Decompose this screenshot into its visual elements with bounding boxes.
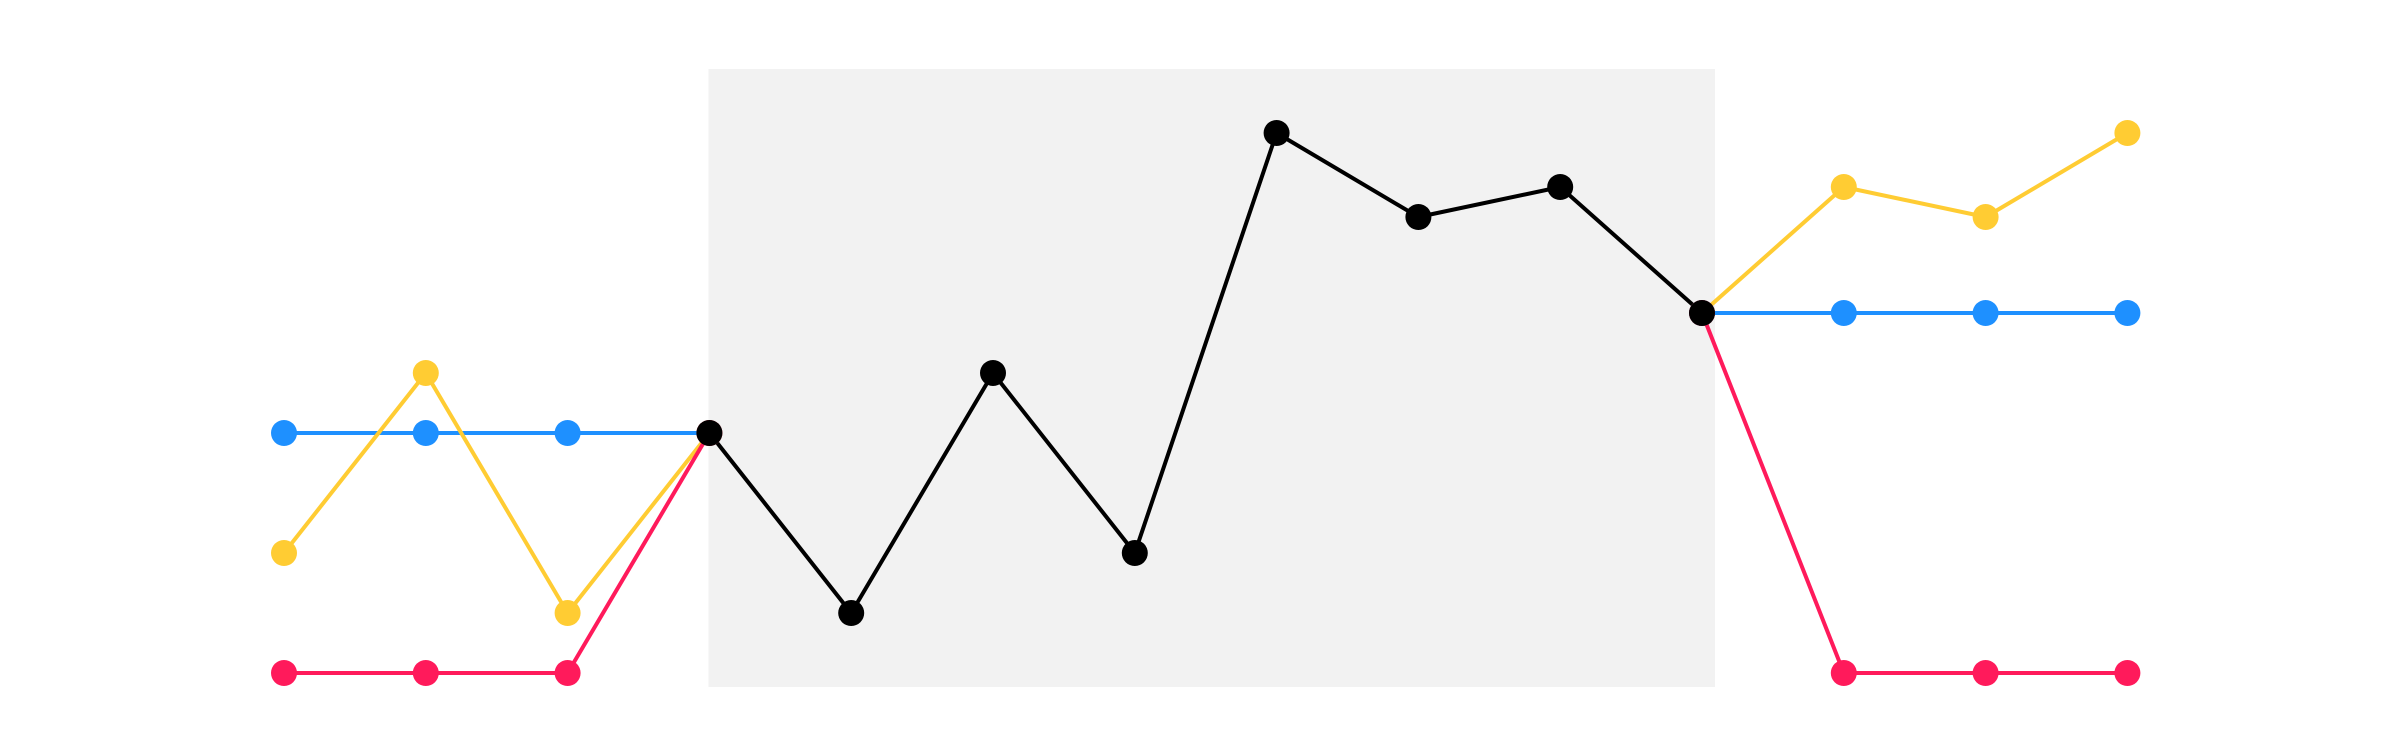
series-line-1 — [282, 371, 711, 615]
data-point-s1-0 — [271, 540, 297, 566]
data-point-s2-1 — [412, 660, 439, 686]
series-line-3 — [707, 131, 1704, 615]
data-point-s6-3 — [2114, 660, 2141, 686]
data-point-s0-1 — [412, 420, 439, 446]
data-point-s5-3 — [2114, 300, 2141, 326]
series-line-4 — [1700, 131, 2129, 315]
data-point-s6-2 — [1972, 660, 1999, 686]
data-point-s1-2 — [554, 600, 581, 626]
data-point-s3-5 — [1405, 204, 1432, 230]
data-point-s3-0 — [696, 420, 723, 446]
series-line-2 — [284, 431, 712, 675]
data-point-s5-1 — [1830, 300, 1857, 326]
data-point-s3-2 — [980, 360, 1006, 386]
series-line-6 — [1700, 312, 2128, 675]
data-point-s3-4 — [1263, 120, 1290, 146]
data-point-s4-3 — [2114, 120, 2141, 146]
data-point-s3-3 — [1121, 540, 1148, 566]
data-point-s0-2 — [554, 420, 581, 446]
data-point-s3-6 — [1547, 174, 1574, 200]
data-point-s2-0 — [271, 660, 297, 686]
data-point-s3-1 — [838, 600, 865, 626]
data-point-s5-2 — [1972, 300, 1999, 326]
data-point-s4-1 — [1830, 174, 1857, 200]
data-point-s4-2 — [1972, 204, 1999, 230]
highlight-region — [708, 69, 1715, 687]
data-point-s2-2 — [554, 660, 581, 686]
data-point-s0-0 — [271, 420, 297, 446]
data-point-s1-1 — [412, 360, 439, 386]
data-point-s6-1 — [1830, 660, 1857, 686]
data-point-s3-7 — [1689, 300, 1715, 326]
